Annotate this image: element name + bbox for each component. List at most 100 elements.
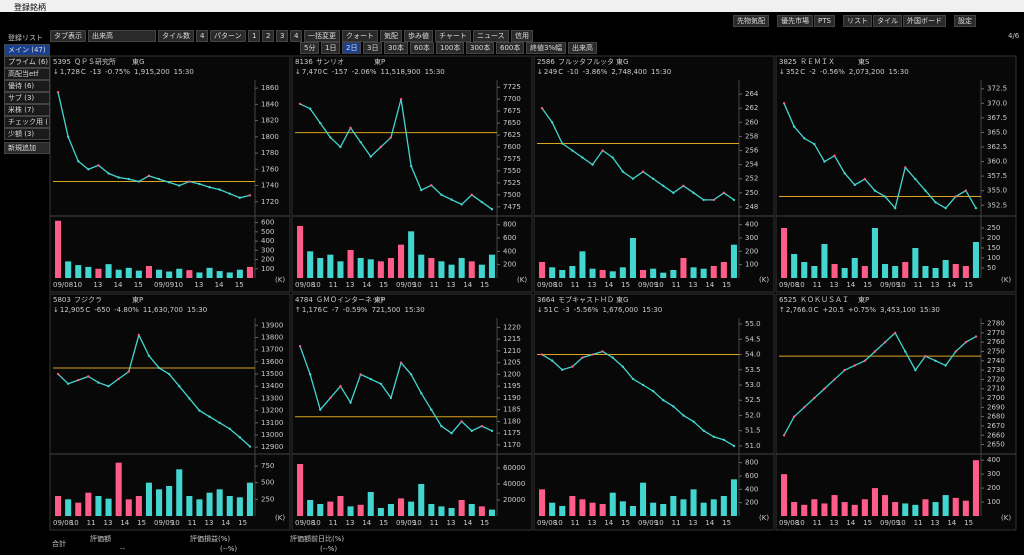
- volume-bar: [579, 499, 586, 516]
- price-point: [178, 184, 181, 187]
- list-item[interactable]: メイン (47): [4, 44, 50, 56]
- toolbar-button[interactable]: タイル数: [158, 30, 194, 42]
- toolbar-button[interactable]: PTS: [814, 15, 835, 27]
- volume-bar: [186, 270, 193, 278]
- volume-bar: [135, 496, 142, 516]
- vol-unit: (K): [517, 276, 527, 284]
- volume-bar: [156, 269, 163, 278]
- volume-bar: [892, 502, 899, 516]
- y-tick-label: 2740: [987, 357, 1005, 365]
- volume-bar: [408, 231, 415, 278]
- period-button[interactable]: 2日: [342, 42, 362, 54]
- toolbar-button[interactable]: 出来高: [88, 30, 156, 42]
- quote-price: 2,766.0: [786, 306, 813, 314]
- period-button[interactable]: 300本: [466, 42, 495, 54]
- x-tick-label: 11: [87, 519, 96, 527]
- y-tick-label: 7525: [503, 179, 521, 187]
- x-tick-label: 10: [171, 519, 180, 527]
- volume-bar: [680, 258, 687, 278]
- volume-bar: [831, 264, 838, 278]
- price-point: [359, 141, 362, 144]
- toolbar-button[interactable]: 優先市場: [777, 15, 813, 27]
- volume-bar: [438, 506, 445, 516]
- price-point: [682, 184, 685, 187]
- period-button[interactable]: 3日: [363, 42, 383, 54]
- period-button[interactable]: 1日: [321, 42, 341, 54]
- y-tick-label: 1720: [261, 198, 279, 206]
- volume-bar: [690, 267, 697, 278]
- list-item[interactable]: 少額 (3): [4, 128, 50, 140]
- period-button[interactable]: 30本: [384, 42, 408, 54]
- toolbar-button[interactable]: 4: [290, 30, 303, 42]
- volume-bar: [660, 504, 667, 516]
- x-tick-label: 10: [655, 281, 664, 289]
- volume-bar: [307, 500, 314, 516]
- list-item[interactable]: チェック用 (: [4, 116, 50, 128]
- price-point: [641, 383, 645, 387]
- toolbar-button[interactable]: 2: [262, 30, 275, 42]
- toolbar-button[interactable]: ニュース: [473, 30, 509, 42]
- price-point: [863, 359, 867, 363]
- price-point: [863, 177, 867, 181]
- list-item[interactable]: 米株 (7): [4, 104, 50, 116]
- x-tick-label: 13: [93, 281, 102, 289]
- toolbar-button[interactable]: チャート: [435, 30, 471, 42]
- price-point: [651, 177, 655, 180]
- volume-bar: [821, 503, 828, 516]
- price-point: [803, 137, 806, 140]
- price-point: [56, 90, 60, 94]
- quote-unit: C: [81, 68, 86, 76]
- toolbar-button[interactable]: タイル: [873, 15, 902, 27]
- toolbar-button[interactable]: リスト: [843, 15, 872, 27]
- x-tick-label: 09/09: [638, 281, 658, 289]
- toolbar-button[interactable]: クォート: [342, 30, 378, 42]
- list-item[interactable]: 高配当etf: [4, 68, 50, 80]
- toolbar-button[interactable]: 1: [248, 30, 261, 42]
- list-item[interactable]: 優待 (6): [4, 80, 50, 92]
- price-point: [369, 377, 372, 381]
- toolbar-button[interactable]: タブ表示: [50, 30, 86, 42]
- toolbar-button[interactable]: 一括変更: [304, 30, 340, 42]
- period-button[interactable]: 60本: [410, 42, 434, 54]
- period-button[interactable]: 終値3%幅: [526, 42, 567, 54]
- period-button[interactable]: 100本: [436, 42, 465, 54]
- vol-unit: (K): [275, 276, 285, 284]
- panel-code: 2586: [537, 58, 555, 66]
- period-button[interactable]: 出来高: [568, 42, 597, 54]
- x-tick-label: 15: [480, 281, 489, 289]
- vol-tick-label: 400: [987, 456, 1000, 464]
- price-line: [541, 350, 735, 447]
- x-tick-label: 14: [215, 281, 224, 289]
- list-item[interactable]: プライム (6): [4, 56, 50, 68]
- toolbar-button[interactable]: 4: [196, 30, 209, 42]
- toolbar-button[interactable]: 設定: [954, 15, 976, 27]
- toolbar-button[interactable]: 信用: [511, 30, 533, 42]
- toolbar-button[interactable]: 3: [276, 30, 289, 42]
- list-item[interactable]: サブ (3): [4, 92, 50, 104]
- toolbar-button[interactable]: 歩み値: [404, 30, 433, 42]
- toolbar-button[interactable]: 外国ボード: [903, 15, 946, 27]
- volume-bar: [196, 499, 203, 516]
- toolbar-button[interactable]: パターン: [210, 30, 246, 42]
- volume-bar: [650, 502, 657, 516]
- panel-name: サンリオ: [316, 58, 344, 66]
- quote-unit: C: [323, 306, 328, 314]
- volume-bar: [468, 504, 475, 516]
- price-point: [883, 340, 887, 344]
- x-tick-label: 14: [362, 281, 371, 289]
- toolbar-button[interactable]: 先物気配: [733, 15, 769, 27]
- volume-bar: [236, 269, 243, 278]
- period-button[interactable]: 5分: [300, 42, 320, 54]
- y-tick-label: 13300: [261, 394, 283, 402]
- volume-bar: [216, 271, 223, 278]
- vol-unit: (K): [759, 276, 769, 284]
- x-tick-label: 09/09: [880, 281, 900, 289]
- period-button[interactable]: 600本: [496, 42, 525, 54]
- volume-bar: [176, 469, 183, 516]
- toolbar-button[interactable]: 気配: [380, 30, 402, 42]
- volume-bar: [791, 254, 798, 278]
- y-tick-label: 254: [745, 161, 759, 169]
- quote-pct: -2.06%: [352, 68, 377, 76]
- volume-bar: [861, 499, 868, 516]
- add-list[interactable]: 新規追加: [4, 142, 50, 154]
